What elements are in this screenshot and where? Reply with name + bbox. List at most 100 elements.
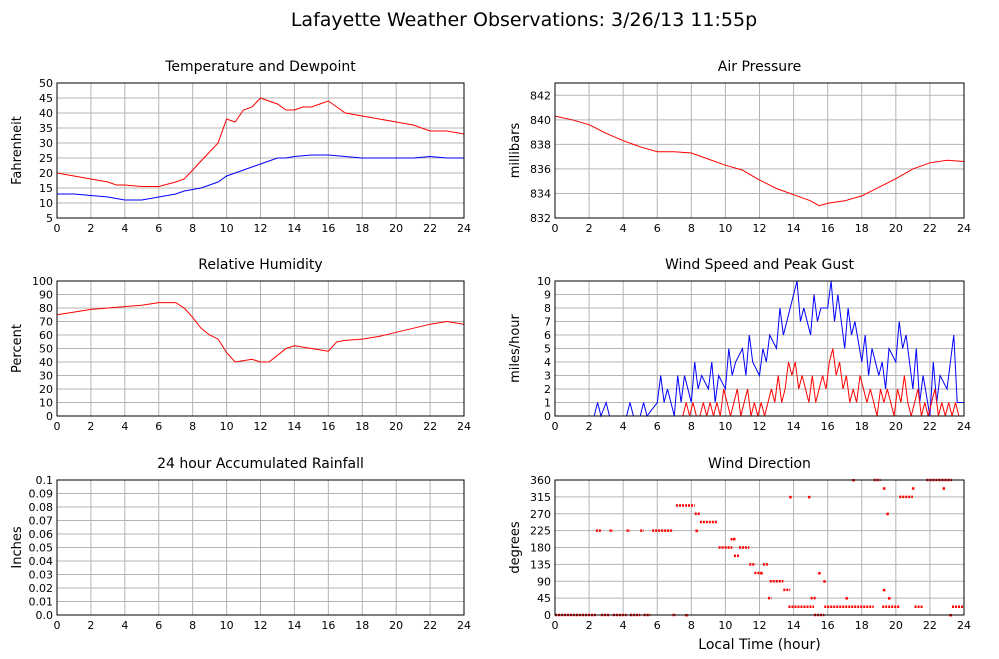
y-axis-label: Fahrenheit (10, 116, 25, 185)
y-tick-label: 8 (544, 302, 551, 315)
y-tick-label: 45 (537, 592, 551, 605)
y-axis-label: Percent (10, 324, 25, 373)
x-tick-label: 20 (889, 420, 903, 433)
x-tick-label: 0 (54, 420, 61, 433)
figure-title: Lafayette Weather Observations: 3/26/13 … (291, 9, 757, 31)
y-tick-label: 834 (530, 187, 551, 200)
x-tick-label: 24 (957, 420, 971, 433)
y-tick-label: 45 (39, 92, 53, 105)
x-tick-label: 6 (654, 619, 661, 632)
x-tick-label: 16 (321, 619, 335, 632)
x-tick-label: 12 (753, 619, 767, 632)
x-tick-label: 10 (718, 420, 732, 433)
x-tick-label: 20 (889, 619, 903, 632)
x-tick-label: 10 (220, 420, 234, 433)
y-tick-label: 50 (39, 77, 53, 90)
y-tick-label: 0 (544, 410, 551, 423)
x-tick-label: 4 (121, 222, 128, 235)
x-tick-label: 2 (586, 420, 593, 433)
series-line (555, 348, 964, 417)
x-tick-label: 24 (457, 420, 471, 433)
x-tick-label: 0 (552, 222, 559, 235)
y-tick-label: 9 (544, 289, 551, 302)
y-tick-label: 10 (537, 275, 551, 288)
chart-title: Wind Direction (708, 456, 811, 472)
x-tick-label: 22 (923, 222, 937, 235)
x-tick-label: 10 (718, 222, 732, 235)
x-tick-label: 16 (821, 420, 835, 433)
x-tick-label: 8 (189, 222, 196, 235)
x-tick-label: 16 (821, 619, 835, 632)
y-tick-label: 270 (530, 508, 551, 521)
y-tick-label: 90 (537, 575, 551, 588)
direction-point (886, 512, 889, 516)
x-tick-label: 14 (787, 619, 801, 632)
direction-point (823, 580, 826, 583)
y-tick-label: 5 (46, 212, 53, 225)
x-tick-label: 12 (254, 619, 268, 632)
series-line (56, 302, 465, 363)
y-tick-label: 20 (39, 383, 53, 396)
x-tick-label: 18 (355, 420, 369, 433)
x-tick-label: 0 (54, 222, 61, 235)
x-tick-label: 0 (54, 619, 61, 632)
x-tick-label: 2 (87, 222, 94, 235)
x-tick-label: 8 (688, 222, 695, 235)
y-tick-label: 0.04 (29, 555, 54, 568)
direction-point (807, 495, 811, 499)
y-tick-label: 7 (544, 316, 551, 329)
x-tick-label: 14 (787, 420, 801, 433)
y-tick-label: 80 (39, 302, 53, 315)
x-tick-label: 16 (821, 222, 835, 235)
y-tick-label: 15 (39, 182, 53, 195)
y-tick-label: 0.01 (29, 596, 54, 609)
plot-frame (554, 479, 965, 616)
y-tick-label: 30 (39, 370, 53, 383)
y-tick-label: 135 (530, 558, 551, 571)
y-tick-label: 90 (39, 289, 53, 302)
y-tick-label: 25 (39, 152, 53, 165)
x-tick-label: 6 (654, 420, 661, 433)
x-tick-label: 6 (155, 222, 162, 235)
y-tick-label: 30 (39, 137, 53, 150)
y-axis-label: degrees (508, 521, 523, 574)
y-tick-label: 0.07 (29, 515, 54, 528)
plot-frame (554, 280, 965, 417)
y-tick-label: 0.06 (29, 528, 54, 541)
y-tick-label: 840 (530, 114, 551, 127)
y-tick-label: 836 (530, 163, 551, 176)
y-tick-label: 0.02 (29, 582, 54, 595)
y-tick-label: 35 (39, 122, 53, 135)
y-tick-label: 60 (39, 329, 53, 342)
x-tick-label: 6 (155, 420, 162, 433)
x-tick-label: 20 (889, 222, 903, 235)
x-tick-label: 18 (855, 619, 869, 632)
x-tick-label: 12 (753, 222, 767, 235)
x-tick-label: 22 (923, 420, 937, 433)
y-tick-label: 0.08 (29, 501, 54, 514)
x-tick-label: 8 (189, 420, 196, 433)
y-tick-label: 180 (530, 542, 551, 555)
direction-point (882, 588, 886, 592)
direction-point (882, 487, 886, 490)
x-tick-label: 24 (957, 619, 971, 632)
x-tick-label: 14 (287, 420, 301, 433)
x-tick-label: 4 (620, 222, 627, 235)
direction-point (888, 597, 891, 600)
x-tick-label: 18 (355, 619, 369, 632)
chart-title: Wind Speed and Peak Gust (665, 257, 854, 273)
y-tick-label: 0.03 (29, 569, 54, 582)
chart-direction: Wind Direction degrees Local Time (hour) 0 2… (508, 456, 971, 653)
series-line (57, 154, 464, 201)
direction-point (942, 487, 946, 490)
y-tick-label: 10 (39, 197, 53, 210)
x-tick-label: 4 (121, 420, 128, 433)
x-tick-label: 4 (121, 619, 128, 632)
y-tick-label: 0 (46, 410, 53, 423)
x-tick-label: 24 (457, 222, 471, 235)
y-tick-label: 842 (530, 89, 551, 102)
